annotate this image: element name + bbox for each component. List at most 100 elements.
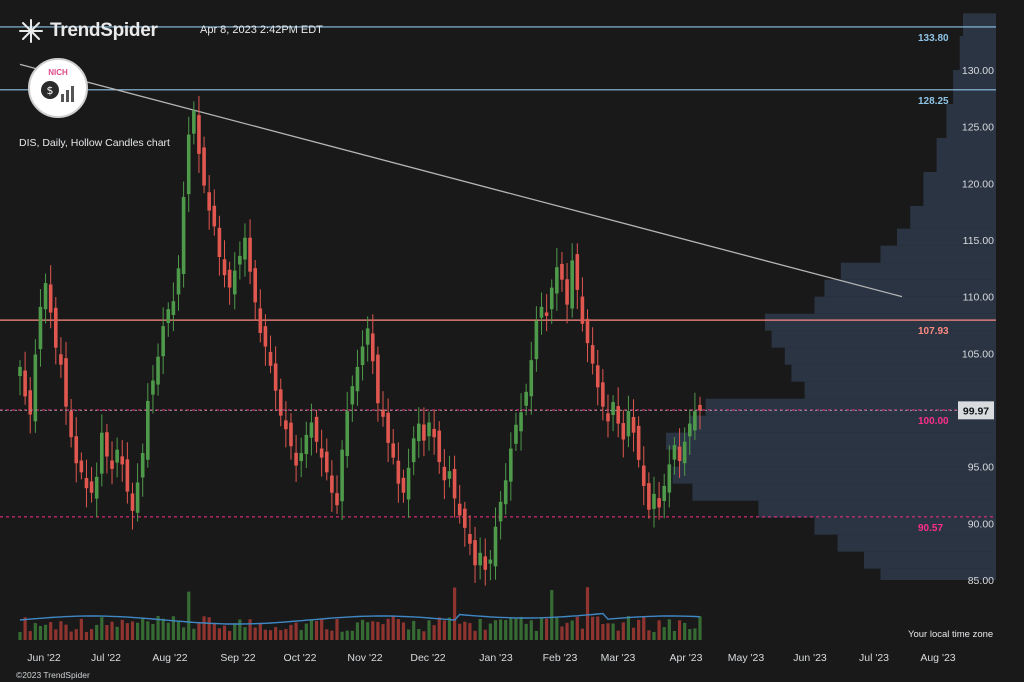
candle-body (376, 354, 380, 404)
volume-bar (151, 623, 155, 640)
candle-body (493, 526, 498, 567)
volume-bar (529, 620, 533, 640)
level-label: 133.80 (918, 33, 949, 44)
candle-body (84, 477, 89, 489)
volume-bar (437, 617, 441, 640)
candle-body (406, 467, 411, 500)
volume-bar (279, 630, 283, 640)
volume-bar (28, 631, 32, 640)
candle-body (539, 306, 544, 318)
candle-body (687, 423, 692, 437)
volume-bar (447, 617, 452, 640)
volume-bar (115, 626, 119, 640)
candle-body (232, 270, 237, 295)
candle-body (151, 380, 155, 395)
candle-body (135, 482, 140, 513)
volume-bar (683, 622, 687, 640)
volume-bar (79, 618, 83, 640)
volume-bar (637, 619, 641, 640)
candle-body (411, 438, 416, 463)
volume-bar (376, 621, 380, 640)
candle-body (263, 326, 268, 347)
volume-bar (289, 624, 293, 640)
volume-bar (217, 628, 221, 640)
candle-body (693, 411, 697, 431)
candle-body (284, 420, 288, 430)
volume-bar (197, 622, 201, 640)
candle-body (488, 559, 493, 564)
candle-body (509, 448, 513, 482)
volume-bar (596, 616, 600, 640)
nich-badge: NICH $ (28, 58, 88, 118)
candle-body (238, 255, 242, 265)
volume-profile-bar (666, 432, 996, 450)
volume-bar (662, 627, 666, 640)
candle-body (176, 268, 181, 295)
candle-body (227, 269, 232, 288)
candle-body (662, 485, 667, 502)
candle-body (416, 423, 421, 442)
candle-body (202, 147, 206, 186)
candle-body (192, 110, 196, 134)
volume-bar (233, 623, 237, 640)
volume-bar (412, 620, 416, 640)
volume-bar (391, 616, 395, 640)
volume-bar (59, 621, 63, 640)
volume-bar (294, 622, 298, 640)
volume-bar (432, 625, 436, 640)
volume-bar (325, 629, 329, 640)
svg-text:$: $ (47, 84, 54, 97)
volume-bar (509, 617, 513, 640)
volume-bar (488, 623, 492, 640)
volume-bar (601, 623, 605, 640)
volume-bar (274, 627, 278, 640)
x-tick-label: Dec '22 (410, 652, 445, 664)
candle-body (447, 471, 452, 479)
candle-body (222, 259, 227, 276)
volume-bar (499, 619, 503, 640)
brand: TrendSpider (18, 18, 158, 44)
volume-bar (631, 627, 636, 640)
volume-bar (570, 620, 574, 640)
volume-bar (534, 630, 538, 640)
volume-bar (120, 619, 124, 640)
candle-body (370, 333, 375, 362)
volume-bar (105, 625, 109, 640)
volume-bar (141, 618, 145, 640)
volume-bar (657, 620, 661, 640)
candle-body (636, 425, 641, 460)
candle-body (549, 287, 554, 310)
candle-body (166, 309, 171, 323)
volume-bar (110, 621, 114, 640)
volume-bar (514, 618, 518, 640)
volume-bar (33, 623, 37, 640)
candle-body (330, 475, 334, 493)
volume-profile-bar (689, 415, 996, 433)
y-tick-label: 115.00 (963, 235, 994, 247)
copyright: ©2023 TrendSpider (16, 670, 90, 680)
candle-body (585, 318, 590, 344)
timezone-label[interactable]: Your local time zone (908, 629, 994, 640)
candle-body (110, 460, 114, 469)
y-tick-label: 105.00 (962, 348, 994, 360)
x-tick-label: Aug '23 (920, 652, 955, 664)
volume-bar (672, 630, 677, 640)
volume-bar (228, 630, 232, 640)
candle-body (324, 451, 329, 473)
volume-bar (95, 624, 99, 640)
volume-bar (176, 620, 181, 640)
candle-body (652, 493, 656, 509)
volume-bar (192, 628, 196, 640)
candle-body (534, 320, 539, 360)
x-tick-label: Mar '23 (601, 652, 636, 664)
candle-body (657, 498, 661, 508)
volume-profile-bar (910, 206, 996, 229)
volume-bar (463, 621, 467, 640)
candle-body (519, 412, 523, 432)
candle-body (381, 409, 385, 417)
candle-body (105, 432, 109, 457)
volume-bar (560, 626, 564, 640)
volume-bar (642, 616, 646, 640)
candle-body (59, 354, 63, 365)
